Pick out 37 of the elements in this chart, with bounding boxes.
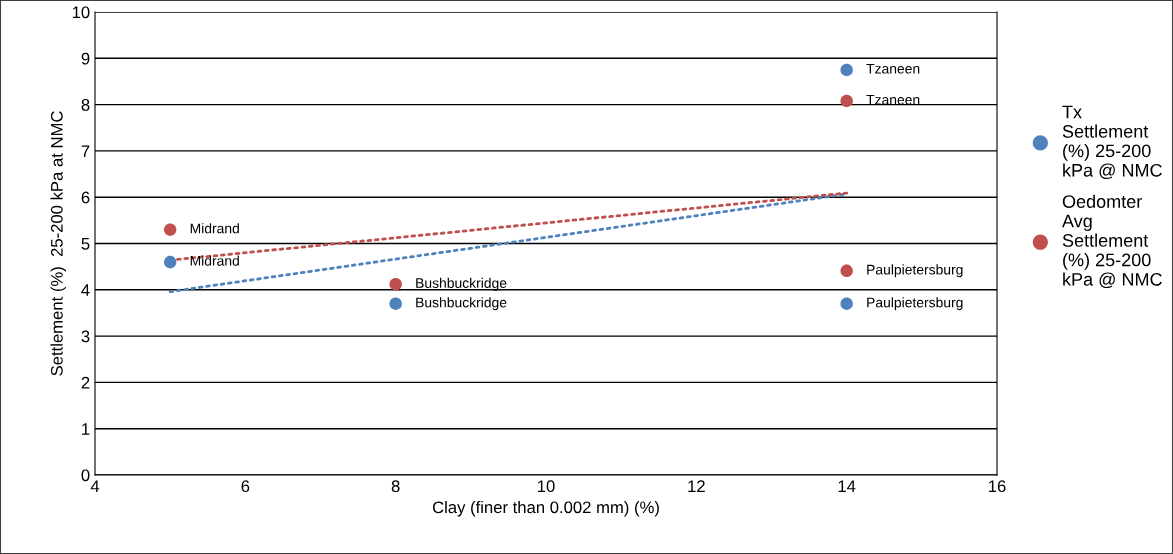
y-tick-label: 2	[81, 376, 90, 389]
annotation: Paulpietersburg	[867, 297, 963, 311]
point	[840, 94, 853, 108]
x-tick-label: 6	[241, 480, 250, 493]
y-tick-label: 6	[81, 191, 90, 204]
y-axis-title: Settlement (%) 25-200 kPa at NMC	[50, 111, 67, 376]
point	[840, 63, 853, 77]
point	[840, 297, 853, 310]
y-tick-label: 9	[81, 52, 90, 65]
annotation: Paulpietersburg	[867, 264, 963, 278]
y-tick-label: 4	[81, 284, 90, 296]
point	[163, 255, 177, 269]
point	[840, 264, 853, 278]
legend-label: Oedomter Avg Settlement (%) 25-200 kPa @ NMC	[1062, 194, 1162, 289]
x-tick-label: 16	[989, 480, 1006, 493]
annotation: Bushbuckridge	[416, 297, 507, 311]
x-tick-label: 4	[90, 480, 100, 492]
annotation: Tzaneen	[866, 63, 920, 74]
annotation: Midrand	[190, 255, 239, 266]
annotation: Bushbuckridge	[416, 277, 507, 291]
x-axis-title: Clay (finer than 0.002 mm) (%)	[432, 500, 659, 517]
legend-label: Tx Settlement (%) 25-200 kPa @ NMC	[1062, 105, 1162, 179]
point	[389, 278, 402, 291]
y-tick-label: 5	[81, 238, 90, 250]
y-tick-label: 8	[81, 99, 90, 111]
x-tick-label: 10	[538, 480, 555, 493]
y-tick-label: 10	[72, 6, 90, 19]
x-tick-label: 14	[838, 480, 856, 492]
y-tick-label: 0	[81, 469, 90, 482]
point	[389, 297, 402, 310]
y-tick-label: 1	[82, 423, 90, 435]
annotation: Midrand	[190, 223, 239, 234]
point	[163, 223, 177, 236]
y-tick-label: 7	[81, 145, 90, 157]
x-tick-label: 12	[688, 480, 705, 492]
y-tick-label: 3	[81, 330, 90, 343]
x-tick-label: 8	[391, 480, 400, 493]
